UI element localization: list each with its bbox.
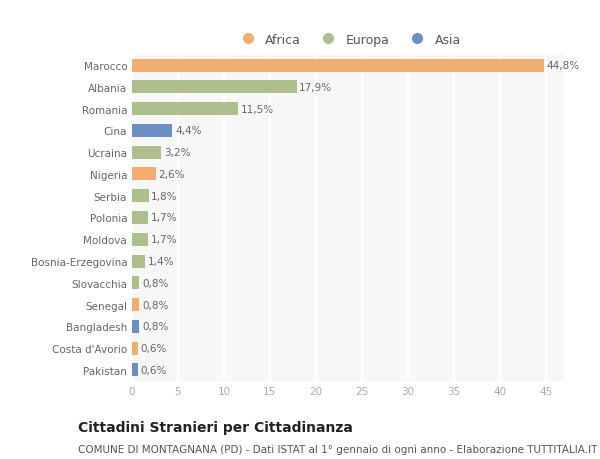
Bar bbox=[132, 81, 296, 94]
Bar bbox=[132, 298, 139, 312]
Bar bbox=[132, 255, 145, 268]
Text: 44,8%: 44,8% bbox=[547, 61, 580, 71]
Bar bbox=[132, 124, 172, 138]
Bar bbox=[132, 103, 238, 116]
Text: Cittadini Stranieri per Cittadinanza: Cittadini Stranieri per Cittadinanza bbox=[78, 420, 353, 434]
Bar bbox=[132, 212, 148, 224]
Text: 0,8%: 0,8% bbox=[142, 278, 169, 288]
Bar bbox=[132, 233, 148, 246]
Text: 1,8%: 1,8% bbox=[151, 191, 178, 202]
Bar bbox=[132, 320, 139, 333]
Text: 11,5%: 11,5% bbox=[241, 104, 274, 114]
Text: 3,2%: 3,2% bbox=[164, 148, 191, 158]
Text: 0,8%: 0,8% bbox=[142, 322, 169, 332]
Bar bbox=[132, 146, 161, 159]
Text: 1,7%: 1,7% bbox=[151, 235, 177, 245]
Bar bbox=[132, 190, 149, 203]
Bar bbox=[132, 168, 156, 181]
Bar bbox=[132, 59, 544, 73]
Bar bbox=[132, 342, 137, 355]
Legend: Africa, Europa, Asia: Africa, Europa, Asia bbox=[230, 29, 466, 52]
Text: 2,6%: 2,6% bbox=[158, 169, 185, 179]
Text: 4,4%: 4,4% bbox=[175, 126, 202, 136]
Text: 0,6%: 0,6% bbox=[140, 343, 167, 353]
Text: 0,8%: 0,8% bbox=[142, 300, 169, 310]
Text: 1,7%: 1,7% bbox=[151, 213, 177, 223]
Bar bbox=[132, 364, 137, 377]
Text: 17,9%: 17,9% bbox=[299, 83, 332, 93]
Bar bbox=[132, 277, 139, 290]
Text: 1,4%: 1,4% bbox=[148, 257, 174, 267]
Text: 0,6%: 0,6% bbox=[140, 365, 167, 375]
Text: COMUNE DI MONTAGNANA (PD) - Dati ISTAT al 1° gennaio di ogni anno - Elaborazione: COMUNE DI MONTAGNANA (PD) - Dati ISTAT a… bbox=[78, 444, 598, 454]
